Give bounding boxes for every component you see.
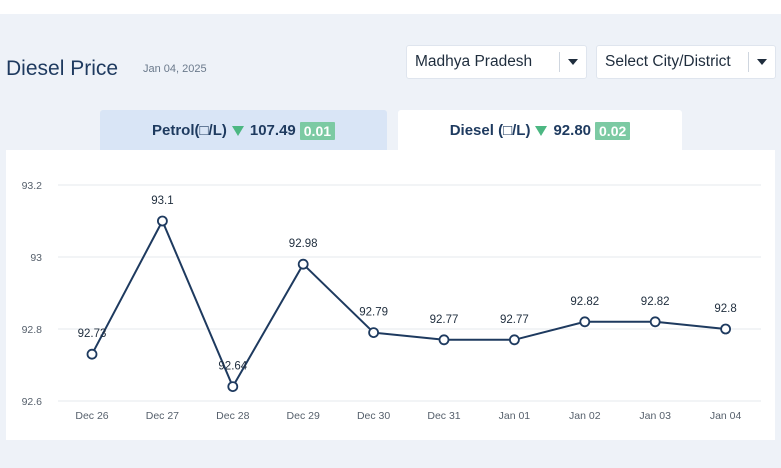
down-triangle-icon <box>535 125 548 136</box>
data-point <box>368 327 380 339</box>
data-point <box>508 334 520 346</box>
data-point <box>227 381 239 393</box>
tab-diesel[interactable]: Diesel (□/L) 92.80 0.02 <box>398 110 682 151</box>
data-label: 92.73 <box>78 328 107 340</box>
select-separator <box>748 52 749 72</box>
x-tick-label: Jan 03 <box>639 410 671 422</box>
x-tick-label: Dec 26 <box>75 410 108 422</box>
page-title: Diesel Price <box>6 57 119 80</box>
data-label: 93.1 <box>151 195 173 207</box>
data-point <box>720 323 731 335</box>
select-separator <box>559 52 560 72</box>
tab-diesel-change-badge: 0.02 <box>595 121 631 140</box>
data-point <box>156 215 168 227</box>
state-select-value: Madhya Pradesh <box>415 53 533 70</box>
city-select[interactable]: Select City/District <box>596 45 776 79</box>
x-tick-label: Dec 29 <box>287 410 320 422</box>
tab-petrol[interactable]: Petrol(□/L) 107.49 0.01 <box>100 110 387 151</box>
top-strip <box>0 0 781 14</box>
price-line-chart: 92.6 92.8 93 93.2 Dec 26 Dec 27 Dec 28 Dec 29 De… <box>22 180 761 422</box>
x-tick-label: Dec 31 <box>427 410 460 422</box>
caret-down-icon <box>757 59 767 65</box>
price-chart-card: 92.6 92.8 93 93.2 Dec 26 Dec 27 Dec 28 Dec 29 De… <box>6 150 775 440</box>
state-select-arrow[interactable] <box>560 59 586 65</box>
data-label: 92.82 <box>570 296 599 308</box>
y-tick-label: 92.6 <box>22 396 43 408</box>
data-point <box>649 316 661 328</box>
x-tick-label: Dec 27 <box>146 410 179 422</box>
data-point <box>86 348 98 360</box>
city-select-arrow[interactable] <box>749 59 775 65</box>
series-line <box>91 218 726 389</box>
tab-diesel-label: Diesel (□/L) <box>449 122 531 139</box>
y-tick-label: 92.8 <box>22 324 43 336</box>
data-label: 92.82 <box>641 296 670 308</box>
y-tick-label: 93 <box>30 252 42 264</box>
y-tick-label: 93.2 <box>22 180 43 192</box>
data-label: 92.77 <box>430 314 459 326</box>
data-label: 92.64 <box>218 361 247 373</box>
data-point <box>438 334 450 346</box>
price-date: Jan 04, 2025 <box>143 63 207 75</box>
data-point <box>297 258 309 270</box>
x-tick-label: Jan 01 <box>499 410 531 422</box>
city-select-value: Select City/District <box>605 53 731 70</box>
tab-petrol-label: Petrol(□/L) <box>151 122 227 139</box>
x-tick-label: Jan 02 <box>569 410 601 422</box>
x-tick-label: Dec 28 <box>216 410 249 422</box>
state-select[interactable]: Madhya Pradesh <box>406 45 587 79</box>
tab-diesel-price: 92.80 <box>553 122 592 139</box>
caret-down-icon <box>568 59 578 65</box>
data-label: 92.77 <box>500 314 529 326</box>
data-label: 92.79 <box>359 307 388 319</box>
x-tick-label: Jan 04 <box>710 410 742 422</box>
data-point <box>579 316 591 328</box>
down-triangle-icon <box>231 125 244 136</box>
tab-petrol-change-badge: 0.01 <box>299 121 336 140</box>
page-header: Diesel Price Jan 04, 2025 Madhya Pradesh… <box>0 30 781 110</box>
tab-petrol-price: 107.49 <box>249 122 296 139</box>
x-tick-label: Dec 30 <box>357 410 390 422</box>
data-label: 92.8 <box>714 303 736 315</box>
data-label: 92.98 <box>289 238 318 250</box>
